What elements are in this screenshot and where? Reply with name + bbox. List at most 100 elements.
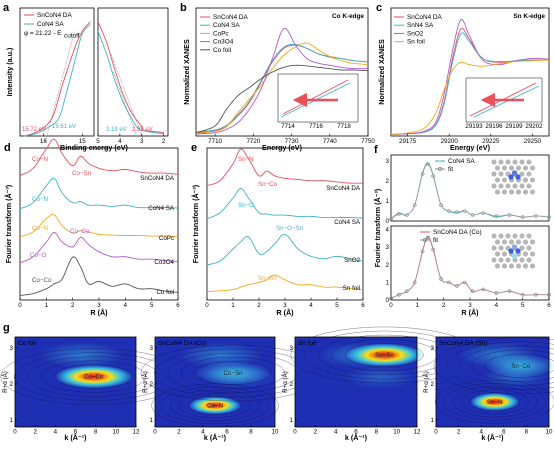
panel-g-map-4-peak bbox=[469, 392, 520, 411]
panel-e-peak-label: Sn−O−Sn bbox=[276, 225, 304, 232]
panel-f-top-ytick-label: 3 bbox=[386, 158, 390, 165]
panel-c-xlabel: Energy (eV) bbox=[450, 143, 491, 152]
panel-g-map-3-peak-label: Sn−Sn bbox=[375, 352, 394, 359]
panel-c-tick-label: 29175 bbox=[399, 138, 417, 145]
panel-b-tick-label: 7730 bbox=[285, 138, 299, 145]
panel-f-tick-label: 2 bbox=[442, 302, 446, 309]
panel-e-ylabel: Fourier transform (Å⁻³) bbox=[191, 184, 200, 263]
panel-f-top-structure-atom bbox=[523, 177, 528, 183]
panel-f-bottom-structure-atom bbox=[505, 233, 511, 239]
panel-g-map-4-ylabel: R+α (Å) bbox=[423, 371, 430, 393]
panel-a-left-series-line bbox=[23, 21, 91, 137]
panel-g-map-1-blob bbox=[39, 342, 124, 368]
panel-g-map-2-xtick-label: 10 bbox=[272, 429, 279, 436]
panel-a-right-tick-label: 3 bbox=[140, 138, 144, 145]
panel-c-inset-tick-label: 29202 bbox=[525, 123, 543, 130]
panel-f-bottom-ytick-label: 4 bbox=[386, 227, 390, 234]
panel-g-map-2-peak-label: Co−N bbox=[207, 402, 223, 409]
panel-g-map-3-xtick-label: 10 bbox=[393, 429, 400, 436]
panel-f-top-structure-atom bbox=[509, 189, 514, 195]
panel-f-bottom-structure-n-atom bbox=[508, 248, 514, 254]
panel-a-right-tick-label: 5 bbox=[96, 138, 100, 145]
panel-a-legend-con4-label: CoN4 SA bbox=[37, 21, 64, 28]
panel-f-top-structure-atom bbox=[502, 189, 507, 195]
panel-f-bottom-structure-atom bbox=[526, 257, 532, 263]
panel-g-map-2-ylabel: R+α (Å) bbox=[142, 371, 149, 393]
panel-g-map-1-ytick-label: 2 bbox=[10, 381, 14, 388]
panel-f-top-fit-marker bbox=[397, 212, 401, 216]
panel-f-bottom-fit-marker bbox=[397, 292, 401, 297]
panel-c-ylabel: Normalized XANES bbox=[377, 39, 386, 105]
panel-e-peak-label: Sn−Co bbox=[258, 181, 278, 188]
panel-g-map-1-xlabel: k (Å⁻¹) bbox=[64, 433, 87, 442]
panel-f-top-structure-atom bbox=[530, 165, 535, 171]
panel-d-series-label: SnCoN4 DA bbox=[140, 175, 175, 182]
panel-f-bottom-fit-marker bbox=[439, 277, 443, 281]
panel-f-bottom-structure-atom bbox=[512, 233, 518, 239]
panel-g-map-3-ytick-label: 2 bbox=[290, 381, 294, 388]
panel-f-bottom-fit-marker bbox=[507, 289, 512, 293]
panel-f-bottom-structure-atom bbox=[505, 245, 511, 251]
panel-f-top-structure-n-atom bbox=[515, 174, 521, 180]
panel-f-bottom-structure-n-atom bbox=[515, 248, 521, 254]
panel-f-bottom-fit-marker bbox=[547, 292, 551, 297]
panel-g-map-2-frame bbox=[154, 336, 276, 428]
panel-f-top-fit-marker bbox=[520, 215, 525, 219]
panel-g-map-2-contour bbox=[179, 393, 251, 418]
panel-f-top-structure-atom bbox=[526, 183, 532, 189]
panel-c-series-line bbox=[390, 59, 550, 135]
panel-d-series-label: Co3O4 bbox=[154, 259, 174, 266]
panel-f-top-structure-atom bbox=[530, 177, 535, 183]
panel-g-map-1-xtick-label: 10 bbox=[112, 429, 119, 436]
panel-e-peak-label: Sn−O bbox=[238, 202, 254, 209]
panel-f-top-structure-atom bbox=[498, 171, 504, 177]
panel-g-map-4-xtick-label: 6 bbox=[502, 429, 506, 436]
panel-e-xlabel: R (Å) bbox=[276, 308, 294, 317]
panel-f-bottom-structure-atom bbox=[491, 245, 497, 251]
panel-g-map-4-xlabel: k (Å⁻¹) bbox=[481, 433, 504, 442]
panel-f-bottom-structure-atom bbox=[530, 239, 535, 245]
panel-f-bottom-structure-atom bbox=[509, 239, 514, 245]
panel-b-series-line bbox=[195, 27, 368, 135]
panel-d-tick-label: 5 bbox=[150, 302, 154, 309]
panel-g-map-4-xtick-label: 0 bbox=[434, 429, 438, 436]
panel-g-map-2-contour bbox=[160, 386, 270, 425]
panel-e-tick-label: 4 bbox=[309, 302, 313, 309]
panel-b-tick-label: 7720 bbox=[246, 138, 260, 145]
panel-g-map-1-ylabel: R+α (Å) bbox=[2, 371, 9, 393]
panel-g-map-1-title: Co foil bbox=[18, 340, 36, 347]
panel-b-inset-line bbox=[282, 79, 349, 115]
panel-b-legend-item-label: CoPc bbox=[213, 30, 229, 37]
panel-a-annotation: 2.95 eV bbox=[132, 127, 153, 133]
panel-f-top-structure-atom bbox=[505, 183, 511, 189]
panel-f-top-fit-marker bbox=[404, 213, 409, 217]
panel-b-tick-label: 7710 bbox=[208, 138, 222, 145]
panel-f-top-fit-marker bbox=[534, 214, 538, 218]
panel-d-ylabel: Fourier transform (Å⁻³) bbox=[4, 184, 13, 263]
panel-b-legend-item-label: CoN4 SA bbox=[213, 22, 240, 29]
panel-g-map-2-xlabel: k (Å⁻¹) bbox=[204, 433, 227, 442]
panel-g-map-1-ytick-label: 3 bbox=[10, 345, 14, 352]
panel-f-top-fit-marker bbox=[470, 213, 475, 217]
panel-f-top-fit-marker bbox=[420, 172, 425, 176]
panel-g-map-1-xtick-label: 0 bbox=[13, 429, 17, 436]
panel-g-map-2-ytick-label: 1 bbox=[150, 417, 154, 424]
panel-e-tick-label: 0 bbox=[205, 302, 209, 309]
panel-d-tick-label: 3 bbox=[97, 302, 101, 309]
panel-d-series-line bbox=[19, 231, 179, 264]
panel-f-tick-label: 6 bbox=[547, 302, 551, 309]
panel-g-map-1-peak bbox=[54, 364, 133, 389]
panel-f-top-structure-n-atom bbox=[508, 174, 514, 180]
panel-f-top-structure-atom bbox=[498, 183, 504, 189]
panel-g-map-4-peak-label: Sn−N bbox=[487, 399, 503, 406]
panel-f-top-structure-atom bbox=[505, 171, 511, 177]
panel-c-letter: c bbox=[376, 2, 382, 14]
panel-a-right-series-line bbox=[97, 31, 164, 135]
panel-b-inset-tick-label: 7714 bbox=[281, 123, 295, 130]
panel-f-tick-label: 5 bbox=[521, 302, 525, 309]
panel-g-map-2-contour bbox=[180, 357, 286, 389]
panel-d-peak-label: Co−O bbox=[30, 252, 47, 259]
panel-f-top-fit-marker bbox=[431, 174, 435, 178]
panel-d-series-line bbox=[19, 138, 179, 177]
panel-a-xlabel: Binding energy (eV) bbox=[60, 143, 128, 152]
